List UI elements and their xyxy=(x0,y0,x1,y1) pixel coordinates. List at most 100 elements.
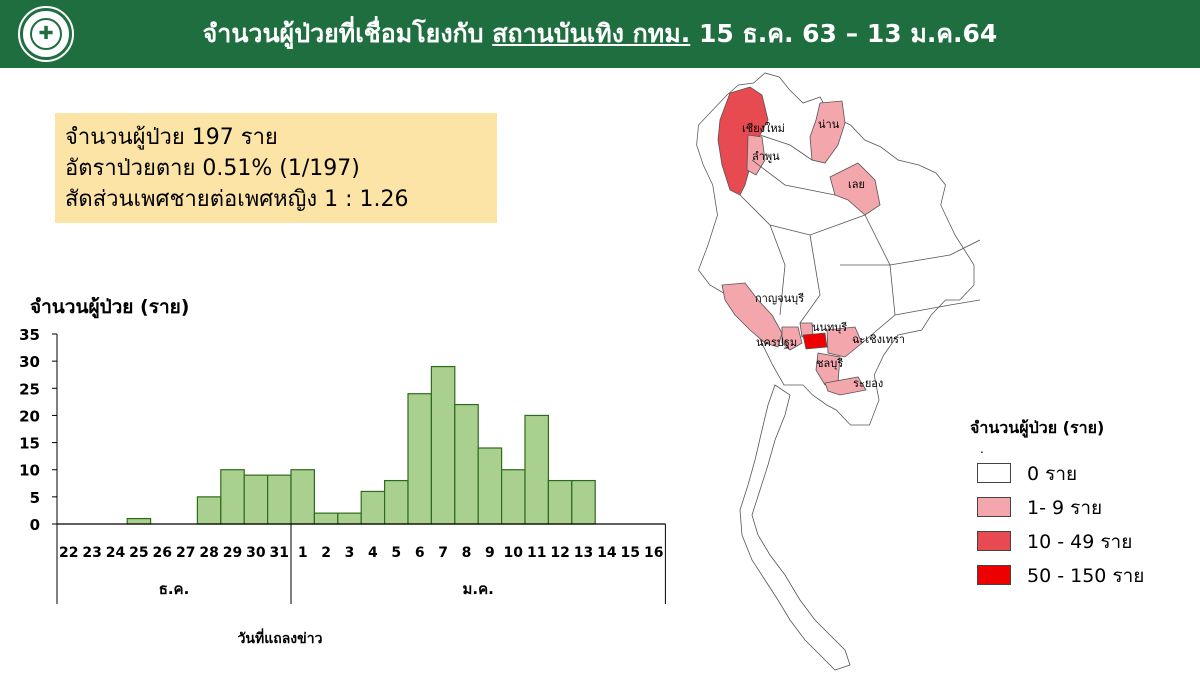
legend-label-3: 50 - 150 ราย xyxy=(1027,565,1145,587)
bar xyxy=(407,393,432,525)
bar xyxy=(126,517,152,525)
header-bar: ✚ จำนวนผู้ป่วยที่เชื่อมโยงกับ สถานบันเทิ… xyxy=(0,0,1200,68)
prov-nan xyxy=(809,100,846,164)
label-loei: เลย xyxy=(848,178,865,191)
x-axis-title: วันที่แถลงข่าว xyxy=(238,628,323,647)
title-venue: สถานบันเทิง กทม. xyxy=(492,19,691,48)
stat-fatality: อัตราป่วยตาย 0.51% (1/197) xyxy=(65,156,360,181)
x-tick-label: 30 xyxy=(246,545,266,561)
x-tick-label: 5 xyxy=(391,545,401,561)
x-tick-label: 22 xyxy=(59,545,78,561)
y-tick-label: 0 xyxy=(30,516,40,534)
bar xyxy=(430,365,456,525)
x-tick-label: 14 xyxy=(597,545,617,561)
legend-row-2: 10 - 49 ราย xyxy=(965,525,1185,559)
prov-chachoengsao xyxy=(826,326,863,358)
stat-cases: จำนวนผู้ป่วย 197 ราย xyxy=(65,125,278,150)
bar xyxy=(524,414,549,525)
prov-lamphun xyxy=(746,134,766,176)
legend-swatch-0 xyxy=(977,463,1011,483)
x-tick-label: 2 xyxy=(321,545,331,561)
legend-swatch-1 xyxy=(977,497,1011,517)
x-tick-label: 9 xyxy=(485,545,495,561)
bar xyxy=(220,469,245,525)
stat-sex-ratio: สัดส่วนเพศชายต่อเพศหญิง 1 : 1.26 xyxy=(65,187,409,212)
label-chachoengsao: ฉะเชิงเทรา xyxy=(852,333,905,346)
map-labels: เชียงใหม่ ลำพูน น่าน เลย กาญจนบุรี นนทบุ… xyxy=(742,118,905,390)
label-kanchanaburi: กาญจนบุรี xyxy=(755,292,804,305)
title-prefix: จำนวนผู้ป่วยที่เชื่อมโยงกับ xyxy=(202,19,493,48)
legend-row-0: 0 ราย xyxy=(965,457,1185,491)
y-tick-label: 20 xyxy=(19,407,40,425)
y-tick-label: 10 xyxy=(19,462,40,480)
x-tick-label: 31 xyxy=(270,545,289,561)
bar xyxy=(547,479,573,525)
x-tick-label: 26 xyxy=(153,545,172,561)
label-nakhon-pathom: นครปฐม xyxy=(756,336,797,349)
bar xyxy=(337,512,362,525)
bar xyxy=(384,479,409,525)
prov-bangkok xyxy=(802,332,828,350)
legend-title: จำนวนผู้ป่วย (ราย) xyxy=(970,418,1105,437)
bar xyxy=(360,490,386,525)
label-nan: น่าน xyxy=(818,118,840,131)
bar xyxy=(243,474,269,525)
x-tick-label: 1 xyxy=(298,545,308,561)
summary-stats-box: จำนวนผู้ป่วย 197 ราย อัตราป่วยตาย 0.51% … xyxy=(55,113,497,223)
x-tick-label: 7 xyxy=(438,545,448,561)
x-tick-label: 3 xyxy=(345,545,355,561)
x-tick-label: 29 xyxy=(223,545,242,561)
x-tick-label: 6 xyxy=(415,545,425,561)
bar xyxy=(267,474,292,525)
x-tick-label: 27 xyxy=(176,545,195,561)
x-tick-label: 13 xyxy=(574,545,593,561)
prov-loei xyxy=(829,162,881,216)
region-line-1 xyxy=(739,134,980,344)
label-lamphun: ลำพูน xyxy=(752,150,780,163)
x-tick-label: 16 xyxy=(644,545,663,561)
bar xyxy=(290,469,315,525)
x-tick-label: 15 xyxy=(621,545,640,561)
chart-y-title: จำนวนผู้ป่วย (ราย) xyxy=(30,296,190,318)
legend-dot: . xyxy=(980,442,984,456)
bar xyxy=(501,469,526,525)
bar xyxy=(454,403,479,525)
y-tick-label: 25 xyxy=(19,380,40,398)
x-tick-label: 10 xyxy=(504,545,524,561)
prov-nakhon-pathom xyxy=(781,326,803,351)
map-south-peninsula xyxy=(739,384,851,671)
map-provinces xyxy=(696,72,980,671)
y-tick-label: 35 xyxy=(19,326,40,344)
logo-emblem-icon: ✚ xyxy=(30,18,62,50)
x-tick-label: 4 xyxy=(368,545,378,561)
month-group-label: ม.ค. xyxy=(463,580,494,598)
label-chonburi: ชลบุรี xyxy=(816,357,843,370)
label-rayong: ระยอง xyxy=(853,377,883,390)
label-chiang-mai: เชียงใหม่ xyxy=(742,122,785,135)
map-legend: จำนวนผู้ป่วย (ราย) . 0 ราย 1- 9 ราย 10 -… xyxy=(965,416,1185,593)
x-tick-label: 8 xyxy=(462,545,472,561)
page-title: จำนวนผู้ป่วยที่เชื่อมโยงกับ สถานบันเทิง … xyxy=(90,0,1110,68)
thailand-map: เชียงใหม่ ลำพูน น่าน เลย กาญจนบุรี นนทบุ… xyxy=(696,72,980,671)
legend-label-2: 10 - 49 ราย xyxy=(1027,531,1133,553)
legend-row-3: 50 - 150 ราย xyxy=(965,559,1185,593)
x-tick-label: 25 xyxy=(129,545,148,561)
bar xyxy=(313,512,339,525)
bar xyxy=(477,447,503,525)
y-tick-label: 30 xyxy=(19,353,40,371)
x-tick-label: 11 xyxy=(527,545,546,561)
y-tick-label: 15 xyxy=(19,435,40,453)
bar xyxy=(571,479,596,525)
y-tick-label: 5 xyxy=(30,489,40,507)
month-group-label: ธ.ค. xyxy=(159,580,190,598)
legend-swatch-2 xyxy=(977,531,1011,551)
legend-row-1: 1- 9 ราย xyxy=(965,491,1185,525)
legend-label-0: 0 ราย xyxy=(1027,463,1078,485)
x-tick-label: 28 xyxy=(199,545,218,561)
x-tick-label: 12 xyxy=(550,545,569,561)
prov-chiang-mai xyxy=(717,86,769,196)
legend-label-1: 1- 9 ราย xyxy=(1027,497,1103,519)
prov-rayong xyxy=(824,376,867,396)
x-tick-label: 23 xyxy=(82,545,101,561)
